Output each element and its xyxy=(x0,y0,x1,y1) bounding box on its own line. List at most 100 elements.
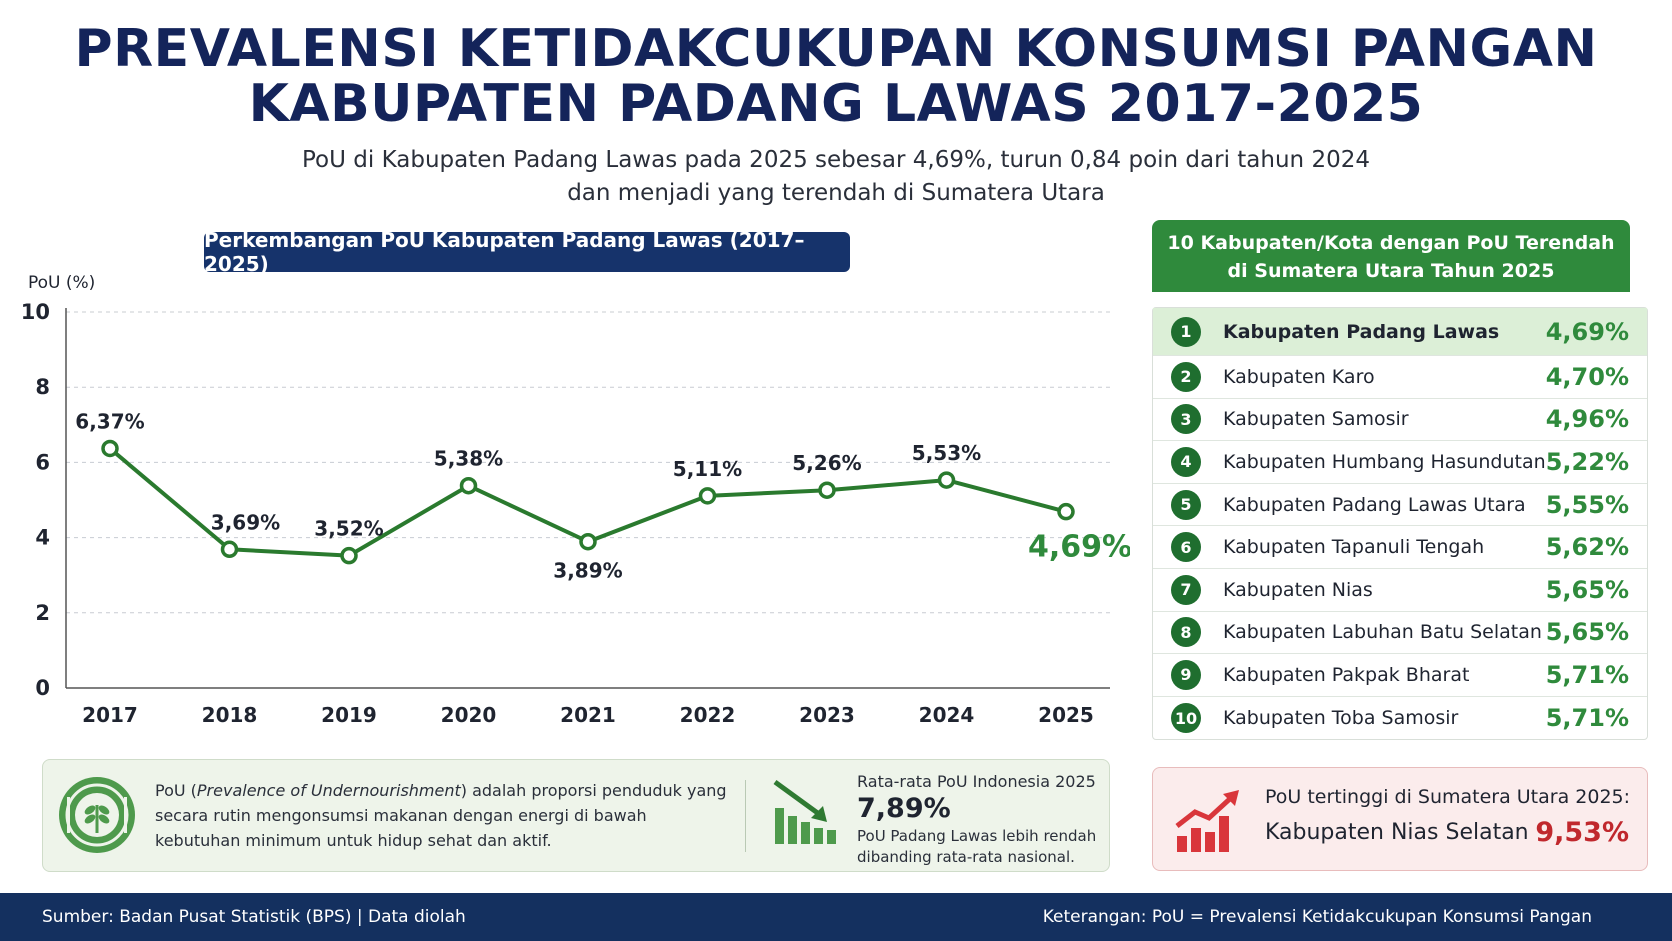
rank-pou-value: 5,55% xyxy=(1545,490,1629,519)
ranking-row: 10 Kabupaten Toba Samosir 5,71% xyxy=(1153,697,1647,740)
y-tick-label: 0 xyxy=(35,676,50,700)
rank-region-name: Kabupaten Toba Samosir xyxy=(1223,707,1459,730)
rank-region-name: Kabupaten Padang Lawas xyxy=(1223,320,1500,343)
pou-definition: PoU (Prevalence of Undernourishment) ada… xyxy=(155,778,735,853)
data-point xyxy=(101,439,119,458)
y-axis-label: PoU (%) xyxy=(28,273,95,293)
rank-pou-value: 5,62% xyxy=(1545,533,1629,562)
rank-pou-value: 5,65% xyxy=(1545,575,1629,604)
definition-suffix: ) adalah proporsi penduduk yang secara r… xyxy=(155,781,727,850)
rank-number-badge: 10 xyxy=(1171,703,1201,734)
rank-number-badge: 2 xyxy=(1171,361,1201,392)
data-point xyxy=(459,476,478,495)
y-tick-label: 8 xyxy=(35,375,50,399)
ranking-row: 5 Kabupaten Padang Lawas Utara 5,55% xyxy=(1153,484,1647,527)
data-label: 5,53% xyxy=(912,441,981,465)
data-label: 5,11% xyxy=(673,457,742,481)
footer-bar: Sumber: Badan Pusat Statistik (BPS) | Da… xyxy=(0,893,1672,941)
y-tick-label: 6 xyxy=(35,450,50,474)
data-point xyxy=(340,546,358,565)
subtitle-line1: PoU di Kabupaten Padang Lawas pada 2025 … xyxy=(302,147,1370,173)
y-tick-label: 10 xyxy=(21,300,50,324)
data-point xyxy=(220,540,239,559)
highest-pou-box: PoU tertinggi di Sumatera Utara 2025: Ka… xyxy=(1152,767,1648,871)
data-point xyxy=(1057,502,1075,521)
rank-pou-value: 4,96% xyxy=(1545,405,1629,434)
ranking-title-line1: 10 Kabupaten/Kota dengan PoU Terendah xyxy=(1167,232,1615,254)
data-label: 4,69% xyxy=(1028,530,1130,565)
data-point xyxy=(698,487,717,505)
rank-region-name: Kabupaten Labuhan Batu Selatan xyxy=(1223,621,1542,644)
rank-pou-value: 5,22% xyxy=(1545,447,1629,476)
page-title-line2: KABUPATEN PADANG LAWAS 2017-2025 xyxy=(248,74,1424,134)
rank-region-name: Kabupaten Samosir xyxy=(1223,408,1409,431)
footer-source: Sumber: Badan Pusat Statistik (BPS) | Da… xyxy=(42,907,466,927)
divider xyxy=(745,780,746,852)
ranking-row: 9 Kabupaten Pakpak Bharat 5,71% xyxy=(1153,654,1647,697)
data-label: 5,38% xyxy=(434,447,503,471)
data-point xyxy=(937,471,956,489)
national-average-value: 7,89% xyxy=(857,793,951,824)
rank-number-badge: 5 xyxy=(1171,489,1201,520)
data-label: 5,26% xyxy=(792,451,861,475)
rank-number-badge: 7 xyxy=(1171,574,1201,605)
definition-box: PoU (Prevalence of Undernourishment) ada… xyxy=(42,759,1110,872)
rank-number-badge: 3 xyxy=(1171,404,1201,435)
highest-pou-value: 9,53% xyxy=(1535,817,1629,848)
ranking-row: 4 Kabupaten Humbang Hasundutan 5,22% xyxy=(1153,441,1647,484)
x-tick-label: 2017 xyxy=(82,703,138,727)
data-label: 3,89% xyxy=(553,559,622,583)
ranking-row: 1 Kabupaten Padang Lawas 4,69% xyxy=(1153,308,1647,356)
bar-chart-up-icon xyxy=(1175,790,1239,852)
x-tick-label: 2021 xyxy=(560,703,616,727)
data-point xyxy=(579,532,597,551)
rank-region-name: Kabupaten Tapanuli Tengah xyxy=(1223,536,1485,559)
data-label: 3,52% xyxy=(314,517,383,541)
rank-number-badge: 6 xyxy=(1171,532,1201,563)
page-title-line1: PREVALENSI KETIDAKCUKUPAN KONSUMSI PANGA… xyxy=(74,19,1598,79)
data-label: 3,69% xyxy=(211,510,280,534)
ranking-title-line2: di Sumatera Utara Tahun 2025 xyxy=(1227,260,1555,282)
rank-region-name: Kabupaten Pakpak Bharat xyxy=(1223,663,1470,686)
food-plate-icon xyxy=(59,777,135,853)
definition-prefix: PoU ( xyxy=(155,781,197,800)
x-tick-label: 2018 xyxy=(202,703,258,727)
chart-title-banner: Perkembangan PoU Kabupaten Padang Lawas … xyxy=(204,228,850,276)
rank-region-name: Kabupaten Nias xyxy=(1223,578,1373,601)
rank-number-badge: 9 xyxy=(1171,659,1201,690)
ranking-row: 8 Kabupaten Labuhan Batu Selatan 5,65% xyxy=(1153,612,1647,655)
highest-pou-label: PoU tertinggi di Sumatera Utara 2025: xyxy=(1265,786,1631,808)
rank-region-name: Kabupaten Padang Lawas Utara xyxy=(1223,493,1526,516)
bar-chart-down-icon xyxy=(773,779,836,844)
subtitle-line2: dan menjadi yang terendah di Sumatera Ut… xyxy=(567,180,1105,206)
rank-number-badge: 1 xyxy=(1171,316,1201,347)
rank-region-name: Kabupaten Humbang Hasundutan xyxy=(1223,450,1546,473)
x-tick-label: 2023 xyxy=(799,703,855,727)
footer-note: Keterangan: PoU = Prevalensi Ketidakcuku… xyxy=(1042,907,1592,927)
y-tick-label: 2 xyxy=(35,601,50,625)
ranking-row: 3 Kabupaten Samosir 4,96% xyxy=(1153,399,1647,442)
ranking-header: 10 Kabupaten/Kota dengan PoU Terendah di… xyxy=(1152,220,1630,292)
y-tick-label: 4 xyxy=(35,526,50,550)
data-point xyxy=(818,481,836,499)
highest-pou-region: Kabupaten Nias Selatan xyxy=(1265,820,1529,845)
rank-number-badge: 4 xyxy=(1171,446,1201,477)
ranking-row: 6 Kabupaten Tapanuli Tengah 5,62% xyxy=(1153,526,1647,569)
rank-pou-value: 5,71% xyxy=(1545,660,1629,689)
definition-term: Prevalence of Undernourishment xyxy=(196,781,461,800)
national-average-note: PoU Padang Lawas lebih rendah dibanding … xyxy=(857,827,1097,866)
ranking-list: 1 Kabupaten Padang Lawas 4,69% 2 Kabupaten K… xyxy=(1152,307,1648,741)
rank-pou-value: 4,70% xyxy=(1545,362,1629,391)
rank-region-name: Kabupaten Karo xyxy=(1223,365,1375,388)
rank-number-badge: 8 xyxy=(1171,617,1201,648)
line-chart: PoU (%) 0 2 4 6 8 10 2017 2018 2019 2020 2021 2022 2… xyxy=(21,273,1130,727)
x-tick-label: 2019 xyxy=(321,703,377,727)
rank-pou-value: 5,71% xyxy=(1545,704,1629,733)
ranking-row: 7 Kabupaten Nias 5,65% xyxy=(1153,569,1647,612)
x-tick-label: 2025 xyxy=(1038,703,1094,727)
x-tick-label: 2020 xyxy=(441,703,497,727)
rank-pou-value: 4,69% xyxy=(1545,317,1629,346)
national-average-label: Rata-rata PoU Indonesia 2025 xyxy=(857,772,1096,791)
rank-pou-value: 5,65% xyxy=(1545,618,1629,647)
ranking-row: 2 Kabupaten Karo 4,70% xyxy=(1153,356,1647,399)
